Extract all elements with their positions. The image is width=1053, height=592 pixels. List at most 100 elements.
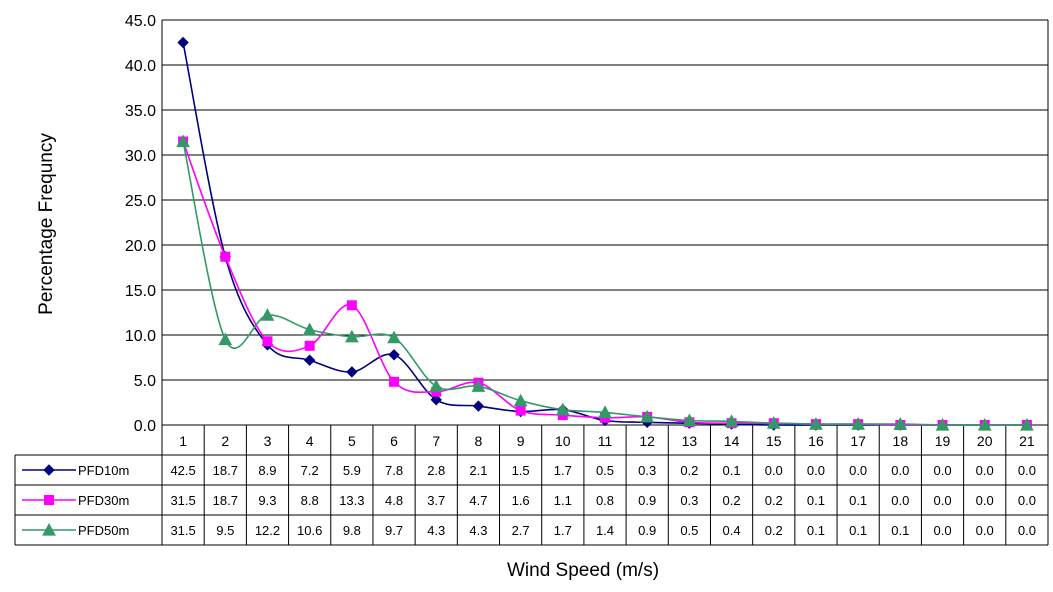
- data-point: [724, 414, 739, 427]
- table-cell: 12.2: [255, 523, 280, 538]
- table-cell: 0.1: [807, 493, 825, 508]
- table-cell: 5.9: [343, 463, 361, 478]
- table-cell: 0.0: [891, 463, 909, 478]
- series-line: [182, 141, 1027, 426]
- x-tick-label: 10: [555, 433, 571, 449]
- data-point: [387, 330, 401, 344]
- data-point: [302, 322, 317, 336]
- table-cell: 0.1: [849, 523, 867, 538]
- x-tick-label: 17: [850, 433, 866, 449]
- x-tick-label: 14: [724, 433, 740, 449]
- data-point: [42, 522, 56, 536]
- data-point: [177, 36, 189, 49]
- series-PFD30m: [178, 136, 1032, 430]
- x-tick-label: 13: [682, 433, 698, 449]
- y-tick-label: 20.0: [125, 238, 156, 255]
- data-point: [977, 417, 992, 431]
- table-cell: 2.8: [427, 463, 445, 478]
- table-cell: 31.5: [170, 493, 195, 508]
- data-point: [389, 376, 400, 387]
- series-PFD10m: [177, 36, 1033, 431]
- data-point: [176, 134, 190, 148]
- table-cell: 4.8: [385, 493, 403, 508]
- series-line: [182, 141, 1027, 426]
- series-PFD50m: [176, 134, 1034, 431]
- legend-label: PFD50m: [78, 523, 129, 538]
- x-tick-label: 9: [517, 433, 525, 449]
- x-tick-label: 21: [1019, 433, 1035, 449]
- y-tick-label: 10.0: [125, 328, 156, 345]
- table-cell: 0.8: [596, 493, 614, 508]
- x-tick-label: 8: [475, 433, 483, 449]
- table-cell: 0.0: [933, 523, 951, 538]
- table-cell: 0.9: [638, 523, 656, 538]
- data-point: [429, 379, 444, 392]
- table-cell: 0.4: [723, 523, 741, 538]
- table-cell: 9.3: [258, 493, 276, 508]
- data-point: [682, 413, 697, 427]
- table-cell: 0.2: [765, 493, 783, 508]
- table-cell: 0.0: [933, 463, 951, 478]
- table-cell: 42.5: [170, 463, 195, 478]
- data-point: [766, 416, 781, 429]
- x-tick-label: 3: [264, 433, 272, 449]
- table-cell: 10.6: [297, 523, 322, 538]
- table-cell: 0.1: [891, 523, 909, 538]
- y-tick-label: 30.0: [125, 148, 156, 165]
- y-tick-label: 5.0: [134, 373, 156, 390]
- table-cell: 18.7: [213, 463, 238, 478]
- table-cell: 1.6: [512, 493, 530, 508]
- table-cell: 1.4: [596, 523, 614, 538]
- y-tick-label: 35.0: [125, 103, 156, 120]
- table-cell: 0.1: [849, 493, 867, 508]
- table-cell: 4.7: [469, 493, 487, 508]
- data-point: [260, 308, 275, 321]
- data-point: [345, 329, 359, 343]
- table-cell: 0.0: [1018, 463, 1036, 478]
- table-cell: 1.7: [554, 523, 572, 538]
- x-axis-title: Wind Speed (m/s): [507, 560, 659, 581]
- y-tick-label: 15.0: [125, 283, 156, 300]
- table-cell: 0.2: [680, 463, 698, 478]
- x-tick-label: 18: [893, 433, 909, 449]
- x-tick-label: 16: [808, 433, 824, 449]
- table-cell: 2.7: [512, 523, 530, 538]
- table-cell: 0.5: [680, 523, 698, 538]
- data-point: [430, 394, 442, 406]
- data-point: [303, 354, 316, 366]
- data-point: [262, 336, 273, 347]
- table-cell: 0.0: [976, 523, 994, 538]
- table-cell: 0.0: [849, 463, 867, 478]
- data-point: [893, 417, 908, 430]
- table-cell: 31.5: [170, 523, 195, 538]
- data-point: [43, 464, 55, 476]
- x-tick-label: 7: [432, 433, 440, 449]
- table-cell: 0.3: [680, 493, 698, 508]
- data-point: [346, 300, 357, 311]
- table-cell: 7.8: [385, 463, 403, 478]
- table-cell: 9.8: [343, 523, 361, 538]
- y-tick-label: 25.0: [125, 193, 156, 210]
- table-cell: 0.0: [891, 493, 909, 508]
- x-tick-label: 15: [766, 433, 782, 449]
- table-cell: 7.2: [301, 463, 319, 478]
- x-tick-label: 2: [221, 433, 229, 449]
- table-cell: 0.0: [933, 493, 951, 508]
- y-axis-ticks: 0.0 5.0 10.0 15.0 20.0 25.0 30.0 35.0 40.0 45.0: [125, 13, 156, 435]
- table-cell: 4.3: [427, 523, 445, 538]
- x-tick-label: 20: [977, 433, 993, 449]
- data-point: [44, 495, 54, 505]
- table-cell: 1.5: [512, 463, 530, 478]
- table-cell: 0.0: [1018, 523, 1036, 538]
- data-point: [513, 393, 528, 407]
- data-point: [304, 340, 315, 351]
- table-cell: 13.3: [339, 493, 364, 508]
- table-cell: 0.0: [807, 463, 825, 478]
- table-cell: 8.8: [301, 493, 319, 508]
- legend-label: PFD10m: [78, 463, 129, 478]
- gridlines: [161, 19, 1049, 426]
- data-point: [218, 332, 233, 346]
- table-cell: 0.3: [638, 463, 656, 478]
